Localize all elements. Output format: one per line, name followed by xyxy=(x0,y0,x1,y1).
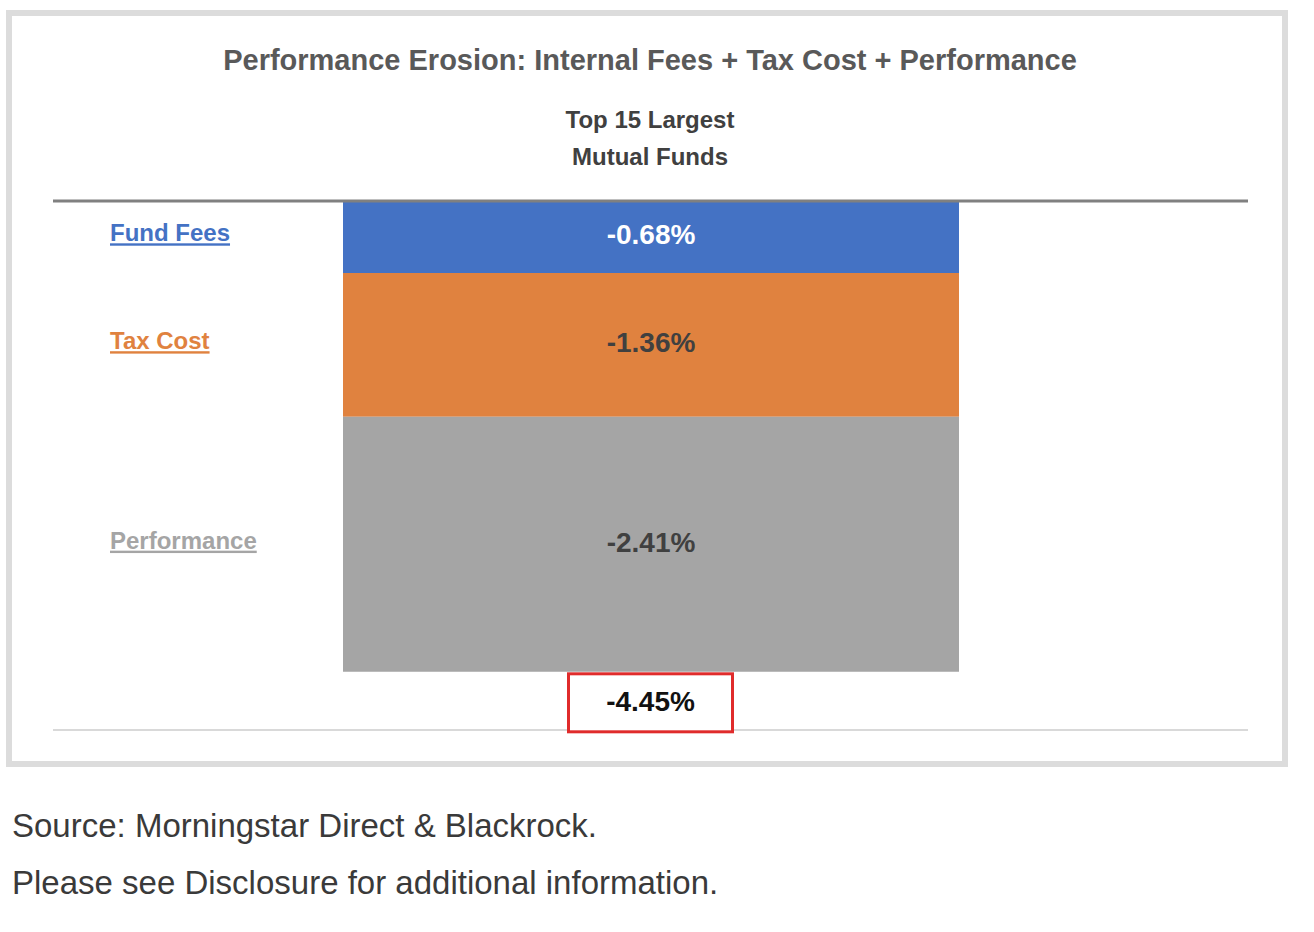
svg-text:Tax Cost: Tax Cost xyxy=(110,327,210,354)
svg-text:-4.45%: -4.45% xyxy=(606,686,695,717)
html-text:Top 15 Largest Mutual Funds: Top 15 Largest Mutual Funds xyxy=(565,106,735,170)
svg-text:-2.41%: -2.41% xyxy=(607,527,696,558)
html-text:Performance Erosion: Internal: Performance Erosion: Internal Fees + Tax… xyxy=(223,44,1077,76)
html-text:Source: Morningstar Direct & B: Source: Morningstar Direct & Blackrock. xyxy=(12,807,597,844)
svg-text:Fund Fees: Fund Fees xyxy=(110,219,230,246)
svg-text:-0.68%: -0.68% xyxy=(607,219,696,250)
html-text:Please see Disclosure for addi: Please see Disclosure for additional inf… xyxy=(12,864,719,901)
svg-text:-1.36%: -1.36% xyxy=(607,327,696,358)
svg-text:Performance: Performance xyxy=(110,527,257,554)
